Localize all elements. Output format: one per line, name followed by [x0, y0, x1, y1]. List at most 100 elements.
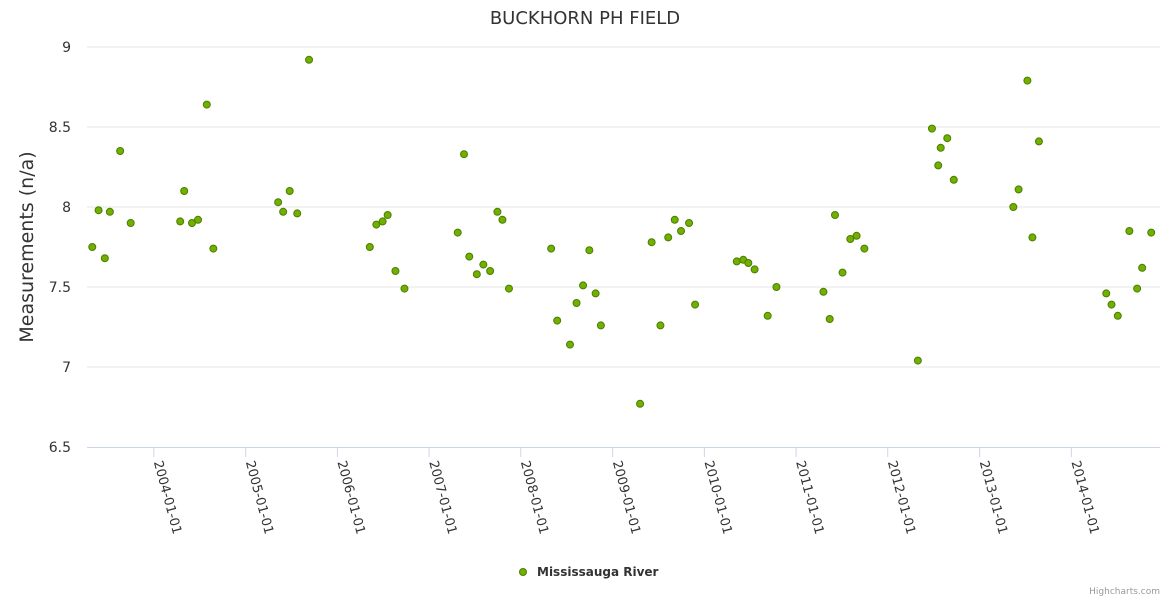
data-point[interactable] — [472, 270, 481, 279]
data-point[interactable] — [846, 235, 855, 243]
credits-link[interactable]: Highcharts.com — [1089, 587, 1160, 597]
data-point[interactable] — [202, 100, 211, 109]
data-point[interactable] — [647, 238, 656, 247]
data-point[interactable] — [744, 259, 753, 267]
data-point[interactable] — [852, 231, 861, 240]
data-point[interactable] — [372, 220, 381, 229]
data-point[interactable] — [860, 244, 869, 253]
data-point[interactable] — [1147, 228, 1156, 237]
x-tick-label: 2006-01-01 — [334, 459, 368, 536]
data-point[interactable] — [913, 356, 922, 365]
data-point[interactable] — [772, 283, 781, 291]
data-point[interactable] — [572, 299, 581, 307]
data-point[interactable] — [486, 267, 495, 275]
grid-lines — [87, 46, 1160, 368]
data-point[interactable] — [691, 300, 700, 309]
y-tick-label: 7 — [62, 360, 71, 376]
x-tick-label: 2012-01-01 — [884, 459, 918, 536]
data-point[interactable] — [732, 257, 741, 266]
data-point[interactable] — [100, 254, 109, 263]
data-point[interactable] — [1028, 233, 1037, 242]
x-tick-label: 2005-01-01 — [242, 459, 276, 536]
data-point[interactable] — [194, 215, 203, 224]
y-tick-label: 8 — [62, 200, 71, 216]
x-tick-label: 2013-01-01 — [976, 459, 1010, 536]
data-point[interactable] — [365, 243, 374, 251]
data-point[interactable] — [670, 215, 679, 224]
data-point[interactable] — [383, 211, 392, 219]
legend-item-label[interactable]: Mississauga River — [537, 565, 659, 579]
data-point[interactable] — [579, 281, 588, 290]
data-point[interactable] — [116, 147, 125, 155]
data-point[interactable] — [453, 228, 462, 237]
data-point[interactable] — [1113, 311, 1122, 320]
data-point[interactable] — [825, 315, 834, 323]
x-tick-label: 2010-01-01 — [701, 459, 735, 536]
data-point[interactable] — [279, 207, 288, 216]
data-point[interactable] — [94, 206, 103, 215]
data-point[interactable] — [664, 233, 673, 242]
data-point[interactable] — [105, 207, 114, 216]
data-point[interactable] — [656, 321, 665, 330]
data-point[interactable] — [504, 284, 513, 293]
data-point[interactable] — [88, 243, 97, 251]
data-point[interactable] — [1034, 137, 1043, 146]
legend-marker — [519, 568, 527, 576]
data-point[interactable] — [391, 267, 400, 275]
data-point[interactable] — [936, 143, 945, 152]
y-tick-label: 9 — [62, 40, 71, 56]
x-tick-label: 2011-01-01 — [792, 459, 826, 536]
data-point[interactable] — [498, 215, 507, 224]
data-point[interactable] — [1102, 289, 1111, 298]
x-tick-label: 2007-01-01 — [425, 459, 459, 536]
x-tick-label: 2008-01-01 — [517, 459, 551, 536]
data-point[interactable] — [1009, 203, 1018, 211]
x-tick-label: 2014-01-01 — [1067, 459, 1101, 536]
data-point[interactable] — [838, 268, 847, 277]
legend[interactable]: Mississauga River — [519, 565, 659, 579]
data-point[interactable] — [305, 55, 314, 64]
data-point[interactable] — [1014, 185, 1023, 194]
data-point[interactable] — [126, 219, 135, 227]
data-point[interactable] — [400, 284, 409, 293]
data-point[interactable] — [566, 340, 575, 349]
data-point[interactable] — [180, 187, 189, 195]
data-point[interactable] — [274, 198, 283, 207]
data-point[interactable] — [1125, 227, 1134, 235]
data-point[interactable] — [378, 217, 387, 226]
data-point[interactable] — [1133, 284, 1142, 293]
data-point[interactable] — [493, 207, 502, 216]
data-point[interactable] — [591, 289, 600, 298]
data-point[interactable] — [547, 244, 556, 253]
data-point[interactable] — [1138, 263, 1147, 272]
y-tick-label: 8.5 — [49, 120, 71, 136]
data-point[interactable] — [685, 219, 694, 227]
data-point[interactable] — [949, 175, 958, 184]
data-point[interactable] — [819, 287, 828, 296]
data-point[interactable] — [187, 219, 196, 227]
data-point[interactable] — [209, 244, 218, 253]
data-point[interactable] — [553, 316, 562, 325]
data-point[interactable] — [1107, 300, 1116, 309]
data-point[interactable] — [585, 246, 594, 255]
data-point[interactable] — [677, 227, 686, 235]
y-axis-labels: 6.5 7 7.5 8 8.5 9 — [49, 40, 71, 456]
data-point[interactable] — [943, 134, 952, 143]
data-point[interactable] — [596, 321, 605, 330]
x-tick-label: 2009-01-01 — [609, 459, 643, 536]
data-point[interactable] — [763, 311, 772, 320]
y-tick-label: 6.5 — [49, 440, 71, 456]
data-point[interactable] — [830, 211, 839, 219]
data-point[interactable] — [1023, 76, 1032, 85]
data-point[interactable] — [934, 161, 943, 170]
data-point[interactable] — [927, 124, 936, 133]
data-point[interactable] — [176, 217, 185, 226]
data-point[interactable] — [465, 252, 474, 261]
data-point[interactable] — [293, 209, 302, 218]
data-point[interactable] — [750, 265, 759, 274]
data-point[interactable] — [460, 150, 469, 159]
data-point[interactable] — [636, 399, 645, 408]
chart-title: BUCKHORN PH FIELD — [490, 8, 680, 29]
data-point[interactable] — [285, 187, 294, 195]
data-point[interactable] — [479, 260, 488, 269]
